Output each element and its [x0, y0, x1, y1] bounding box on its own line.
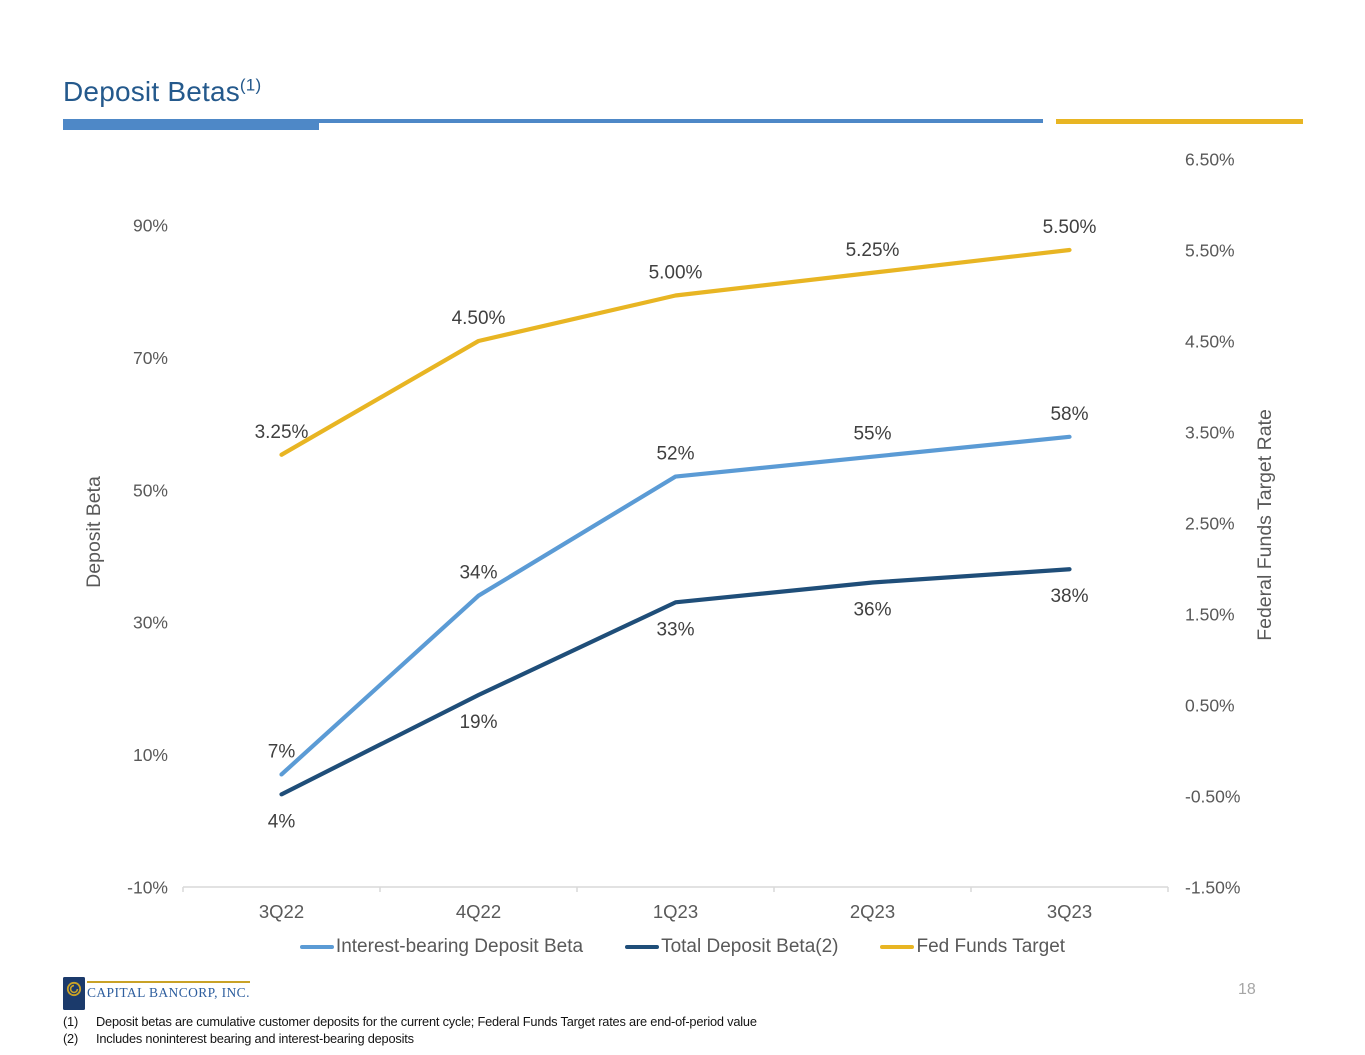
data-label-interest-bearing-deposit-beta: 7% — [268, 741, 296, 762]
data-label-fed-funds-target: 5.00% — [649, 263, 703, 284]
x-axis-label: 4Q22 — [456, 901, 501, 922]
data-label-total-deposit-beta-2: 19% — [459, 712, 497, 733]
title-underline-thick-blue — [63, 119, 319, 130]
series-line-interest-bearing-deposit-beta — [279, 434, 1072, 777]
x-axis-label: 3Q23 — [1047, 901, 1092, 922]
data-label-fed-funds-target: 5.25% — [846, 240, 900, 261]
data-label-fed-funds-target: 5.50% — [1043, 217, 1097, 238]
data-label-total-deposit-beta-2: 4% — [268, 811, 296, 832]
legend-label: Total Deposit Beta(2) — [661, 936, 839, 957]
left-axis-tick-label: 50% — [133, 480, 168, 500]
x-axis-label: 1Q23 — [653, 901, 698, 922]
data-label-total-deposit-beta-2: 36% — [853, 599, 891, 620]
legend-dash-icon — [625, 945, 660, 949]
left-axis-tick-label: -10% — [127, 878, 168, 898]
left-axis-tick-label: 30% — [133, 613, 168, 633]
footnote-2: (2) Includes noninterest bearing and int… — [63, 1031, 1303, 1048]
right-axis-tick-label: -1.50% — [1185, 878, 1240, 898]
chart-legend: Interest-bearing Deposit Beta Total Depos… — [0, 936, 1365, 958]
footnote-1-text: Deposit betas are cumulative customer de… — [96, 1014, 757, 1029]
right-axis-tick-label: 0.50% — [1185, 696, 1235, 716]
data-label-fed-funds-target: 4.50% — [452, 308, 506, 329]
series-line-fed-funds-target — [279, 247, 1072, 457]
series-line-total-deposit-beta-2 — [279, 567, 1072, 797]
legend-item-total-deposit-beta-2: Total Deposit Beta(2) — [625, 936, 838, 958]
footer-logo-wordmark: CAPITAL BANCORP, INC. — [87, 981, 250, 1001]
footnote-1: (1) Deposit betas are cumulative custome… — [63, 1014, 1303, 1031]
right-axis-tick-label: 6.50% — [1185, 150, 1235, 170]
data-label-total-deposit-beta-2: 38% — [1050, 586, 1088, 607]
page-title: Deposit Betas(1) — [63, 76, 261, 108]
page-title-text: Deposit Betas — [63, 76, 240, 107]
page-title-footnote-ref: (1) — [239, 75, 262, 95]
right-axis-tick-label: 2.50% — [1185, 514, 1235, 534]
title-underline-gold — [1056, 119, 1303, 124]
legend-item-fed-funds-target: Fed Funds Target — [880, 936, 1065, 958]
title-underline-thin-blue — [319, 119, 1043, 123]
legend-item-interest-bearing-deposit-beta: Interest-bearing Deposit Beta — [299, 936, 584, 958]
right-axis-tick-label: 3.50% — [1185, 423, 1235, 443]
right-axis-title: Federal Funds Target Rate — [1254, 409, 1276, 641]
legend-dash-icon — [880, 945, 915, 949]
data-label-interest-bearing-deposit-beta: 55% — [853, 424, 891, 445]
data-label-total-deposit-beta-2: 33% — [656, 619, 694, 640]
legend-label: Interest-bearing Deposit Beta — [335, 936, 584, 957]
footnote-1-marker: (1) — [63, 1014, 79, 1029]
legend-dash-icon — [299, 945, 334, 949]
footnotes: (1) Deposit betas are cumulative custome… — [63, 1014, 1303, 1047]
legend-label: Fed Funds Target — [916, 936, 1066, 957]
page-number: 18 — [1238, 981, 1256, 998]
logo-swirl-icon — [66, 981, 82, 997]
left-axis-tick-label: 70% — [133, 348, 168, 368]
x-axis-label: 3Q22 — [259, 901, 304, 922]
left-axis-tick-label: 10% — [133, 745, 168, 765]
capital-bancorp-logo-icon — [63, 977, 85, 1010]
right-axis-tick-label: 4.50% — [1185, 332, 1235, 352]
data-label-interest-bearing-deposit-beta: 52% — [656, 444, 694, 465]
left-axis-title: Deposit Beta — [83, 476, 105, 588]
data-label-interest-bearing-deposit-beta: 58% — [1050, 404, 1088, 425]
left-axis-tick-label: 90% — [133, 216, 168, 236]
footnote-2-marker: (2) — [63, 1030, 79, 1046]
right-axis-tick-label: -0.50% — [1185, 787, 1240, 807]
x-axis-label: 2Q23 — [850, 901, 895, 922]
data-label-fed-funds-target: 3.25% — [255, 422, 309, 443]
data-label-interest-bearing-deposit-beta: 34% — [459, 563, 497, 584]
right-axis-tick-label: 1.50% — [1185, 605, 1235, 625]
right-axis-tick-label: 5.50% — [1185, 241, 1235, 261]
footnote-2-text: Includes noninterest bearing and interes… — [96, 1030, 414, 1046]
